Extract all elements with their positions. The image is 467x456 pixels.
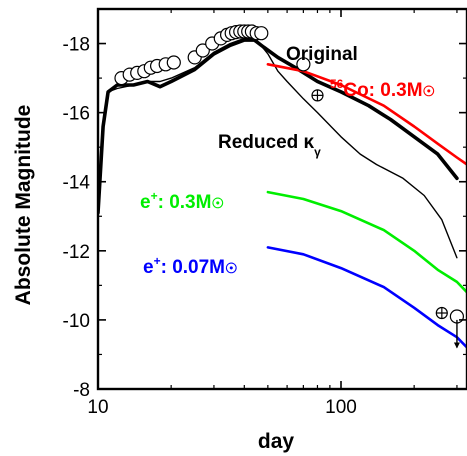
series-layer [98, 37, 467, 349]
sun-symbol-icon: ☉ [225, 260, 238, 276]
label-reduced-sub: γ [314, 145, 321, 159]
series-line-e-0-07m [266, 246, 467, 349]
circled-plus-icon [435, 306, 448, 320]
label-positron-007-sup: + [154, 254, 161, 268]
y-axis-title: Absolute Magnitude [12, 105, 35, 306]
series-line-56co-0-3m [266, 63, 467, 166]
observation-point [166, 55, 181, 70]
marker-layer [114, 24, 464, 349]
label-positron-03-rest: : 0.3M [158, 192, 212, 213]
label-positron-007-main: e [143, 257, 154, 278]
sun-symbol-icon: ☉ [423, 83, 436, 99]
circled-plus-icon [311, 89, 324, 102]
label-cobalt-sup: 56 [330, 77, 344, 91]
label-reduced-text: Reduced κ [218, 132, 315, 153]
sun-symbol-icon: ☉ [211, 195, 224, 211]
y-tick-label: -10 [63, 311, 90, 332]
series-line-e-0-3m [266, 190, 467, 294]
y-tick-label: -12 [63, 242, 90, 263]
observation-point [254, 26, 269, 41]
label-original: Original [286, 44, 358, 65]
upper-limit-arrow-icon [453, 342, 460, 349]
series-line-original [98, 38, 459, 215]
observation-point [195, 43, 210, 58]
label-cobalt: 56Co: 0.3M☉ [330, 77, 435, 101]
label-reduced: Reduced κγ [218, 132, 321, 159]
y-tick-label: -14 [63, 173, 91, 194]
tick-layer: -8 -10 -12 -14 -16 -18 10 100 [63, 8, 467, 418]
x-axis-title: day [258, 430, 295, 453]
label-positron-03-main: e [140, 192, 151, 213]
plot-frame [96, 7, 467, 391]
label-positron-03: e+: 0.3M☉ [140, 189, 224, 213]
y-tick-label: -8 [73, 380, 90, 401]
x-tick-label: 10 [87, 397, 108, 418]
label-positron-007: e+: 0.07M☉ [143, 254, 238, 278]
x-tick-label: 100 [325, 397, 357, 418]
label-positron-007-rest: : 0.07M [161, 257, 225, 278]
y-tick-label: -18 [63, 35, 90, 56]
label-positron-03-sup: + [151, 189, 158, 203]
label-cobalt-text: Co: 0.3M [343, 80, 422, 101]
y-tick-label: -16 [63, 104, 90, 125]
observation-point [296, 57, 311, 72]
